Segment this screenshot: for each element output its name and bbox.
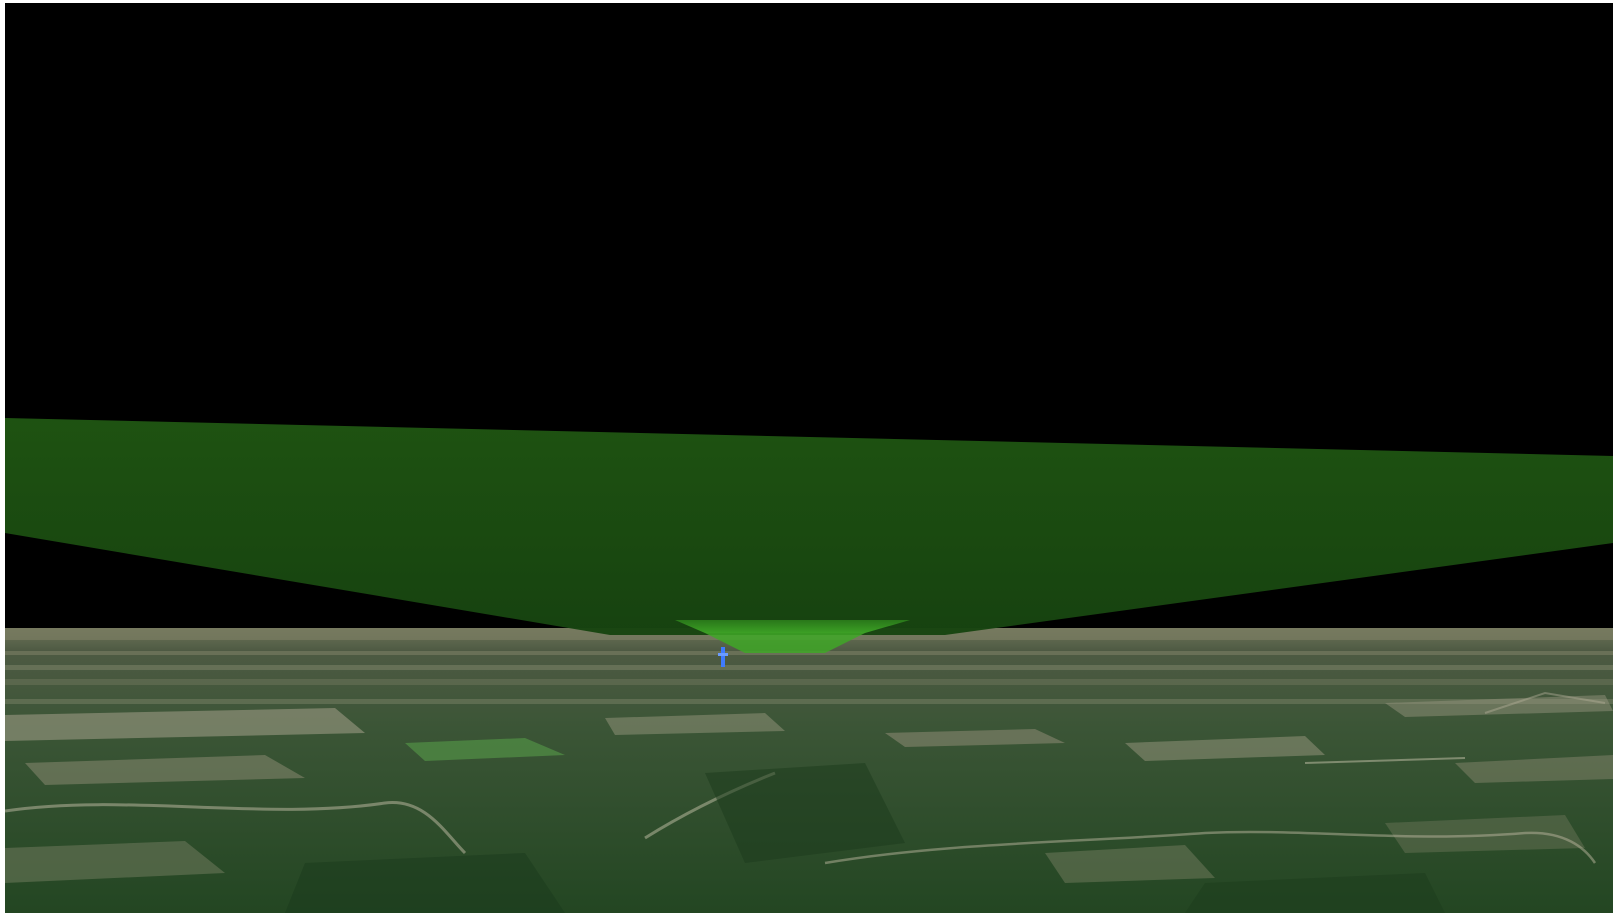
green-volume-overlay[interactable] xyxy=(5,418,1613,653)
3d-globe-viewer[interactable] xyxy=(5,3,1613,913)
scene-canvas[interactable] xyxy=(5,3,1613,913)
terrain-imagery[interactable] xyxy=(5,628,1613,913)
position-marker-icon[interactable] xyxy=(718,647,728,667)
